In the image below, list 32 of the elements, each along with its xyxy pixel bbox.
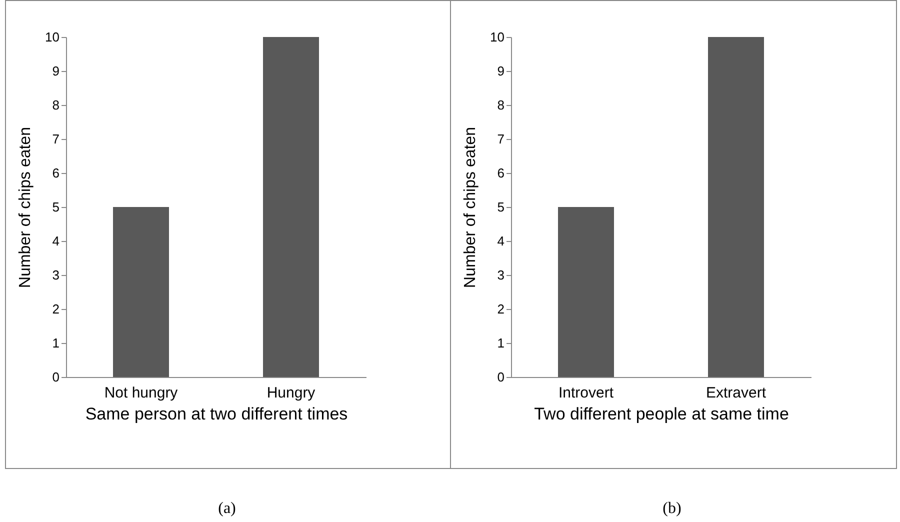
y-axis-title: Number of chips eaten bbox=[17, 127, 34, 288]
x-axis-title: Two different people at same time bbox=[534, 404, 789, 424]
y-tick-label: 8 bbox=[52, 98, 60, 112]
y-tick-label: 6 bbox=[497, 166, 504, 180]
y-tick-label: 7 bbox=[52, 132, 60, 146]
y-tick-label: 8 bbox=[497, 98, 504, 112]
y-axis-title: Number of chips eaten bbox=[462, 127, 480, 288]
y-tick-label: 2 bbox=[52, 302, 60, 316]
x-tick-label: Hungry bbox=[266, 384, 316, 402]
y-tick-label: 10 bbox=[490, 30, 504, 44]
y-tick-label: 4 bbox=[497, 234, 504, 248]
y-tick-label: 0 bbox=[52, 370, 60, 384]
y-tick-label: 4 bbox=[52, 234, 60, 248]
y-tick-label: 7 bbox=[497, 132, 504, 146]
y-tick-label: 5 bbox=[497, 200, 504, 214]
y-tick-label: 9 bbox=[52, 64, 60, 78]
y-tick-label: 9 bbox=[497, 64, 504, 78]
x-axis-title: Same person at two different times bbox=[85, 404, 348, 424]
y-tick-label: 2 bbox=[497, 302, 504, 316]
y-tick-label: 10 bbox=[45, 30, 60, 44]
y-tick-label: 3 bbox=[497, 268, 504, 282]
text: (a) bbox=[217, 500, 237, 518]
y-tick-label: 1 bbox=[497, 336, 504, 350]
y-tick-label: 1 bbox=[52, 336, 60, 350]
x-tick-label: Introvert bbox=[558, 384, 614, 402]
y-tick-label: 6 bbox=[52, 166, 60, 180]
y-tick-label: 5 bbox=[52, 200, 60, 214]
y-tick-label: 3 bbox=[52, 268, 60, 282]
x-tick-label: Not hungry bbox=[104, 384, 178, 402]
text: (b) bbox=[662, 500, 682, 518]
y-tick-label: 0 bbox=[497, 370, 504, 384]
x-tick-label: Extravert bbox=[706, 384, 767, 402]
